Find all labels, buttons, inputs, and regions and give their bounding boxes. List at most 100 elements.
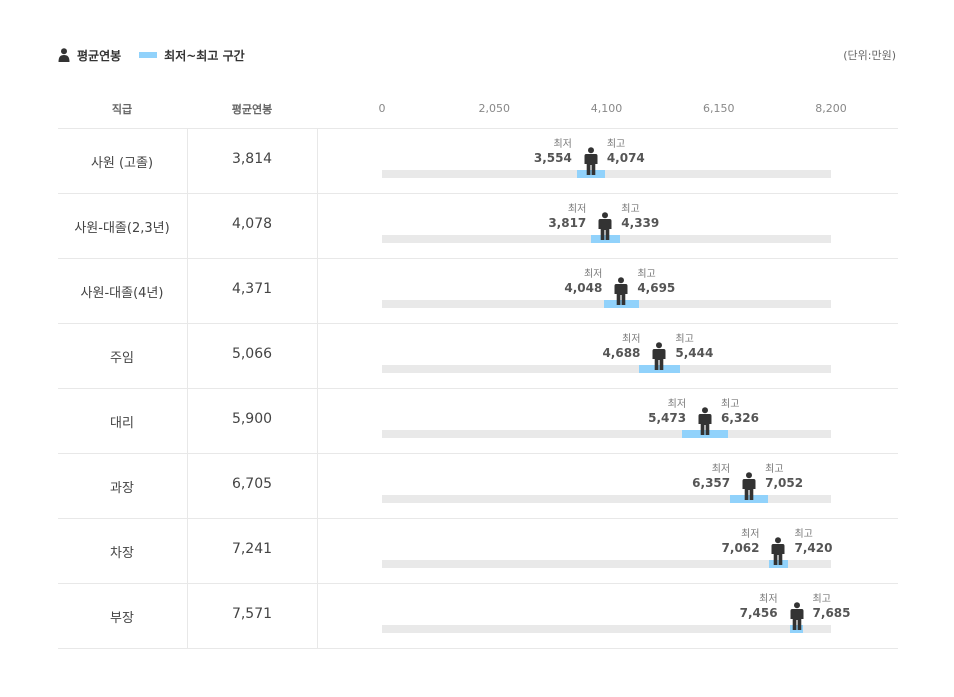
legend-average-label: 평균연봉 xyxy=(77,48,122,63)
rank-label: 주임 xyxy=(110,351,134,366)
x-tick-label: 4,100 xyxy=(590,102,623,115)
legend-range-label: 최저~최고 구간 xyxy=(164,48,245,63)
max-label: 최고 7,685 xyxy=(813,593,851,621)
min-value: 3,817 xyxy=(548,216,587,230)
max-label: 최고 4,074 xyxy=(607,138,645,166)
average-value: 7,241 xyxy=(231,541,273,557)
row-divider xyxy=(58,193,898,194)
max-value: 4,695 xyxy=(637,281,676,295)
max-value: 6,326 xyxy=(721,411,760,425)
max-caption: 최고 xyxy=(721,399,740,410)
min-value: 7,456 xyxy=(739,606,778,620)
max-value: 7,685 xyxy=(812,606,851,620)
max-caption: 최고 xyxy=(621,204,640,215)
row-divider xyxy=(58,323,898,324)
person-icon xyxy=(790,602,804,630)
rank-label: 부장 xyxy=(110,611,134,626)
min-label: 최저 3,817 xyxy=(548,203,586,231)
min-label: 최저 4,048 xyxy=(564,268,602,296)
max-label: 최고 7,052 xyxy=(765,463,803,491)
min-caption: 최저 xyxy=(741,529,760,540)
max-label: 최고 6,326 xyxy=(721,398,759,426)
max-label: 최고 4,339 xyxy=(621,203,659,231)
bar-track xyxy=(382,495,831,503)
person-icon xyxy=(698,407,712,435)
max-label: 최고 7,420 xyxy=(794,528,832,556)
range-band xyxy=(768,560,789,568)
average-value: 5,900 xyxy=(231,411,273,427)
min-value: 5,473 xyxy=(648,411,687,425)
row-divider xyxy=(58,128,898,129)
average-value: 3,814 xyxy=(231,151,273,167)
person-icon xyxy=(614,277,628,305)
range-band xyxy=(638,365,681,373)
average-value: 5,066 xyxy=(231,346,273,362)
rank-label: 과장 xyxy=(110,481,134,496)
max-value: 4,074 xyxy=(606,151,645,165)
header-rank: 직급 xyxy=(111,103,133,116)
person-icon xyxy=(584,147,598,175)
min-caption: 최저 xyxy=(759,594,778,605)
legend-range-swatch xyxy=(139,52,158,58)
bar-track xyxy=(382,560,831,568)
min-label: 최저 4,688 xyxy=(602,333,640,361)
min-label: 최저 3,554 xyxy=(534,138,572,166)
bar-track xyxy=(382,365,831,373)
row-divider xyxy=(58,518,898,519)
min-label: 최저 5,473 xyxy=(648,398,686,426)
bar-track xyxy=(382,625,831,633)
min-label: 최저 7,456 xyxy=(740,593,778,621)
min-value: 7,062 xyxy=(721,541,760,555)
min-value: 3,554 xyxy=(533,151,572,165)
range-band xyxy=(730,495,769,503)
max-label: 최고 4,695 xyxy=(637,268,675,296)
max-label: 최고 5,444 xyxy=(675,333,713,361)
min-caption: 최저 xyxy=(583,269,603,280)
person-icon xyxy=(652,342,666,370)
row-divider xyxy=(58,258,898,259)
legend: 평균연봉 최저~최고 구간 xyxy=(58,46,245,64)
bar-track xyxy=(382,170,831,178)
min-caption: 최저 xyxy=(553,139,572,150)
person-icon xyxy=(598,212,612,240)
average-value: 6,705 xyxy=(231,476,273,492)
x-tick-label: 0 xyxy=(378,102,386,115)
max-caption: 최고 xyxy=(794,529,813,540)
x-tick-label: 8,200 xyxy=(815,102,847,115)
unit-label: (단위:만원) xyxy=(843,49,896,62)
person-icon xyxy=(58,48,70,62)
max-caption: 최고 xyxy=(812,594,831,605)
row-divider xyxy=(58,648,898,649)
person-icon xyxy=(771,537,785,565)
rank-label: 사원-대졸(2,3년) xyxy=(74,221,170,236)
x-tick-label: 2,050 xyxy=(478,102,511,115)
average-value: 4,078 xyxy=(231,216,273,232)
min-value: 6,357 xyxy=(692,476,731,490)
max-value: 5,444 xyxy=(675,346,714,360)
max-value: 4,339 xyxy=(621,216,660,230)
max-caption: 최고 xyxy=(637,269,656,280)
max-caption: 최고 xyxy=(675,334,694,345)
range-band xyxy=(681,430,729,438)
min-caption: 최저 xyxy=(667,399,687,410)
bar-track xyxy=(382,430,831,438)
rank-label: 대리 xyxy=(110,416,134,431)
row-divider xyxy=(58,388,898,389)
min-label: 최저 6,357 xyxy=(692,463,730,491)
min-value: 4,048 xyxy=(564,281,603,295)
row-divider xyxy=(58,583,898,584)
min-caption: 최저 xyxy=(622,334,641,345)
min-caption: 최저 xyxy=(567,204,587,215)
range-band xyxy=(603,300,640,308)
max-value: 7,420 xyxy=(794,541,833,555)
rank-label: 사원-대졸(4년) xyxy=(80,286,164,301)
max-caption: 최고 xyxy=(765,464,784,475)
rank-label: 차장 xyxy=(110,546,134,561)
person-icon xyxy=(742,472,756,500)
range-band xyxy=(591,235,620,243)
average-value: 4,371 xyxy=(231,281,273,297)
average-value: 7,571 xyxy=(231,606,273,622)
min-caption: 최저 xyxy=(711,464,731,475)
rank-label: 사원 (고졸) xyxy=(90,156,154,171)
range-band xyxy=(576,170,606,178)
